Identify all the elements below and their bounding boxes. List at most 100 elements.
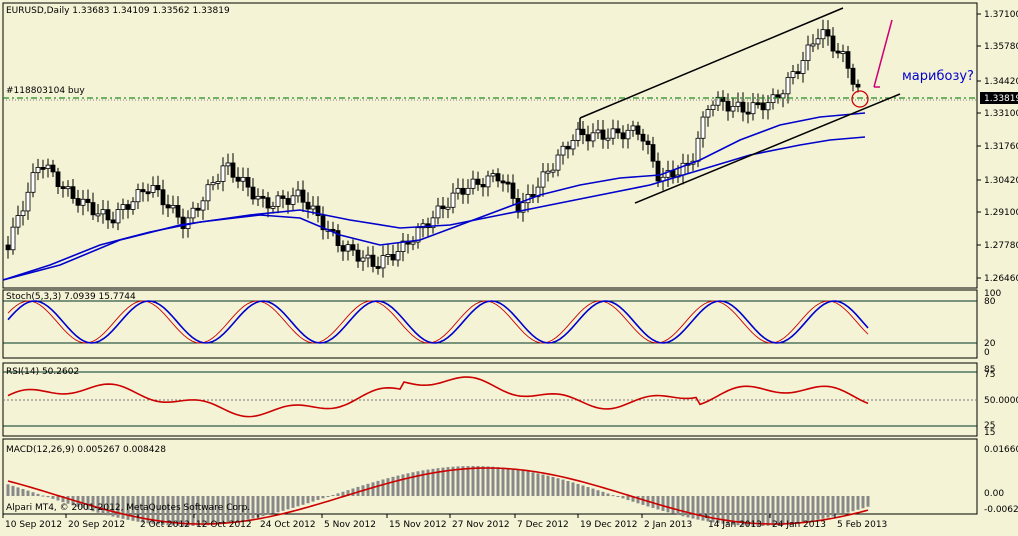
upper-channel-line[interactable] (579, 7, 844, 119)
candle-body[interactable] (380, 255, 386, 269)
candle-body[interactable] (605, 137, 611, 141)
candle-body[interactable] (470, 178, 476, 189)
candle-body[interactable] (240, 176, 246, 182)
candle-body[interactable] (475, 178, 481, 185)
candle-body[interactable] (140, 189, 146, 193)
candle-body[interactable] (145, 191, 151, 195)
candle-body[interactable] (640, 133, 646, 142)
candle-body[interactable] (155, 184, 161, 191)
candle-body[interactable] (275, 195, 281, 207)
candle-body[interactable] (610, 128, 616, 139)
candle-body[interactable] (730, 105, 736, 112)
candle-body[interactable] (620, 132, 626, 140)
candle-body[interactable] (500, 180, 506, 184)
candle-body[interactable] (370, 254, 376, 267)
candle-body[interactable] (740, 101, 746, 113)
candle-body[interactable] (215, 181, 221, 184)
candle-body[interactable] (245, 176, 251, 188)
candle-body[interactable] (855, 83, 861, 88)
candle-body[interactable] (10, 226, 16, 251)
candle-body[interactable] (235, 176, 241, 182)
candle-body[interactable] (765, 102, 771, 111)
candle-body[interactable] (490, 173, 496, 177)
candle-body[interactable] (260, 195, 266, 199)
candle-body[interactable] (390, 254, 396, 261)
candle-body[interactable] (460, 187, 466, 195)
candle-body[interactable] (510, 182, 516, 199)
candle-body[interactable] (65, 186, 71, 190)
candle-body[interactable] (165, 204, 171, 209)
candle-body[interactable] (45, 164, 51, 169)
candle-body[interactable] (480, 184, 486, 188)
candle-body[interactable] (750, 102, 756, 115)
candle-body[interactable] (820, 29, 826, 40)
candle-body[interactable] (130, 201, 136, 210)
candle-body[interactable] (125, 204, 131, 210)
candle-body[interactable] (560, 145, 566, 156)
candle-body[interactable] (375, 266, 381, 269)
candle-body[interactable] (785, 77, 791, 95)
candle-body[interactable] (625, 129, 631, 140)
candle-body[interactable] (725, 101, 731, 112)
candle-body[interactable] (50, 164, 56, 173)
candle-body[interactable] (535, 186, 541, 198)
candle-body[interactable] (735, 101, 741, 107)
candle-body[interactable] (700, 116, 706, 139)
candle-body[interactable] (280, 195, 286, 199)
candle-body[interactable] (530, 194, 536, 198)
candle-body[interactable] (590, 132, 596, 142)
candle-body[interactable] (850, 67, 856, 85)
candle-body[interactable] (520, 202, 526, 213)
candle-body[interactable] (650, 144, 656, 162)
candle-body[interactable] (250, 186, 256, 200)
candle-body[interactable] (150, 184, 156, 193)
stoch-panel[interactable] (2, 289, 978, 359)
candle-body[interactable] (415, 227, 421, 243)
candle-body[interactable] (180, 216, 186, 229)
candle-body[interactable] (355, 249, 361, 262)
candle-body[interactable] (55, 171, 61, 188)
candle-body[interactable] (90, 202, 96, 216)
candle-body[interactable] (600, 129, 606, 140)
lower-channel-line[interactable] (634, 93, 901, 204)
candle-body[interactable] (805, 44, 811, 61)
candle-body[interactable] (190, 207, 196, 219)
candle-body[interactable] (645, 140, 651, 145)
candle-body[interactable] (335, 230, 341, 246)
candle-body[interactable] (845, 51, 851, 69)
candle-body[interactable] (265, 197, 271, 209)
candle-body[interactable] (70, 186, 76, 199)
candle-body[interactable] (110, 219, 116, 224)
candle-body[interactable] (210, 182, 216, 186)
candle-body[interactable] (810, 43, 816, 47)
candle-body[interactable] (705, 109, 711, 118)
candle-body[interactable] (695, 137, 701, 162)
candle-body[interactable] (440, 205, 446, 210)
candle-body[interactable] (715, 96, 721, 106)
candle-body[interactable] (15, 215, 21, 228)
candle-body[interactable] (75, 198, 81, 206)
candle-body[interactable] (745, 111, 751, 115)
candle-body[interactable] (20, 210, 26, 217)
candle-body[interactable] (580, 128, 586, 136)
candle-body[interactable] (450, 192, 456, 208)
candle-body[interactable] (495, 173, 501, 182)
candle-body[interactable] (835, 50, 841, 54)
candle-body[interactable] (115, 209, 121, 224)
candle-body[interactable] (795, 71, 801, 75)
candle-body[interactable] (135, 189, 141, 203)
candle-body[interactable] (25, 191, 31, 212)
candle-body[interactable] (430, 217, 436, 229)
candle-body[interactable] (665, 170, 671, 178)
candle-body[interactable] (205, 184, 211, 202)
candle-body[interactable] (290, 195, 296, 205)
candle-body[interactable] (830, 35, 836, 52)
candle-body[interactable] (230, 162, 236, 178)
candle-body[interactable] (305, 201, 311, 210)
candle-body[interactable] (300, 189, 306, 203)
candle-body[interactable] (540, 171, 546, 188)
candle-body[interactable] (40, 167, 46, 170)
candle-body[interactable] (635, 125, 641, 135)
candle-body[interactable] (270, 205, 276, 209)
